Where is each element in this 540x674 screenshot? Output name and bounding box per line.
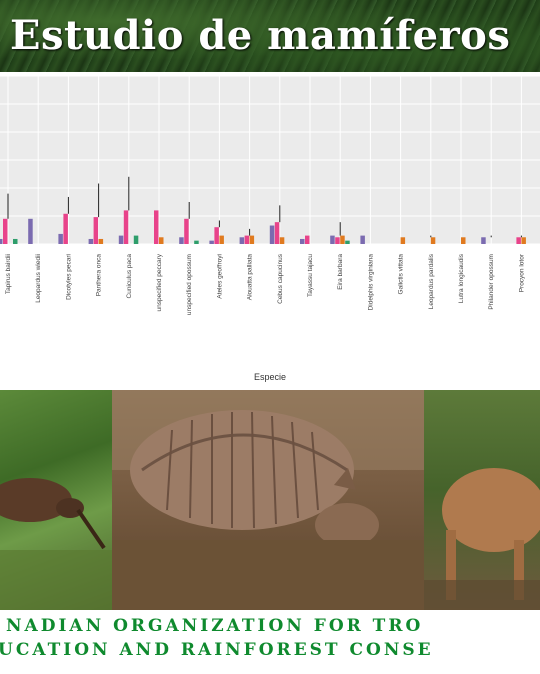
bar xyxy=(63,213,68,244)
bar xyxy=(58,233,63,244)
bar xyxy=(340,235,345,244)
bar xyxy=(516,237,521,244)
x-tick-label: Panthera onca xyxy=(96,254,103,297)
x-tick-label: Philander opossum xyxy=(488,254,495,310)
x-tick-label: Procyon lotor xyxy=(518,253,525,292)
bar xyxy=(239,237,245,244)
mammal-photo-left xyxy=(0,390,112,610)
bar xyxy=(123,210,129,244)
agouti-silhouette xyxy=(0,478,112,610)
title-banner: Estudio de mamíferos xyxy=(0,0,540,72)
bar xyxy=(274,222,280,244)
photo-strip xyxy=(0,390,540,610)
bar xyxy=(194,240,199,244)
bar xyxy=(159,237,164,244)
bar xyxy=(93,217,99,244)
x-tick-label: unspecified opossum xyxy=(186,254,193,315)
mammal-photo-deer xyxy=(424,390,540,610)
bar xyxy=(481,237,486,244)
bar xyxy=(214,227,219,244)
footer-line-1: NADIAN ORGANIZATION FOR TRO xyxy=(6,616,424,636)
x-tick-label: unspecified peccary xyxy=(156,253,163,311)
x-tick-label: Tapirus bairdii xyxy=(5,254,12,294)
footer-line-2: UCATION AND RAINFOREST CONSE xyxy=(0,640,434,660)
bar xyxy=(3,218,8,244)
bar xyxy=(28,218,33,244)
bar xyxy=(184,218,189,244)
x-tick-label: Alouatta palliata xyxy=(247,254,254,301)
x-tick-label: Dicotyles pecari xyxy=(65,254,72,300)
bar xyxy=(219,235,224,244)
bar xyxy=(279,237,285,244)
deer-silhouette xyxy=(424,468,540,610)
chart-canvas: Tapirus bairdii Leopardus wiedii Dicotyles… xyxy=(0,75,540,315)
bar xyxy=(305,235,310,244)
bar xyxy=(330,235,335,244)
bar xyxy=(133,235,139,244)
bar xyxy=(0,238,3,244)
bar xyxy=(335,237,340,244)
bar xyxy=(249,235,255,244)
x-tick-label: Tayassu tajacu xyxy=(307,254,314,297)
armadillo-silhouette xyxy=(112,390,424,610)
x-tick-label: Didelphis virginiana xyxy=(367,254,374,311)
bar xyxy=(98,238,104,244)
bar xyxy=(360,235,365,244)
bar xyxy=(118,235,124,244)
organization-footer: NADIAN ORGANIZATION FOR TRO UCATION AND … xyxy=(0,610,540,674)
bar xyxy=(521,237,526,244)
x-tick-label: Leopardus pardalis xyxy=(428,253,435,309)
bar xyxy=(430,237,436,244)
bar-chart: Tapirus bairdii Leopardus wiedii Dicotyles… xyxy=(0,72,540,390)
bar xyxy=(461,237,466,244)
x-tick-label: Cebus capucinus xyxy=(277,253,284,304)
bar xyxy=(345,240,350,244)
bar xyxy=(400,237,406,244)
page-title: Estudio de mamíferos xyxy=(10,12,511,59)
x-tick-label: Lutra longicaudis xyxy=(458,253,465,303)
mammal-photo-armadillo xyxy=(112,390,424,610)
x-tick-label: Galictis vittata xyxy=(398,254,405,295)
x-tick-label: Eira barbara xyxy=(337,254,344,290)
bar xyxy=(269,225,275,244)
bar xyxy=(154,210,159,244)
x-tick-label: Leopardus wiedii xyxy=(35,254,42,303)
bar xyxy=(88,238,94,244)
bar xyxy=(13,238,18,244)
x-tick-label: Cuniculus paca xyxy=(126,254,133,299)
bar xyxy=(209,240,214,244)
x-axis-title: Especie xyxy=(253,372,287,382)
bar xyxy=(300,238,305,244)
bar xyxy=(179,237,184,244)
x-tick-label: Ateles geoffroyi xyxy=(216,254,223,299)
bar xyxy=(244,235,250,244)
